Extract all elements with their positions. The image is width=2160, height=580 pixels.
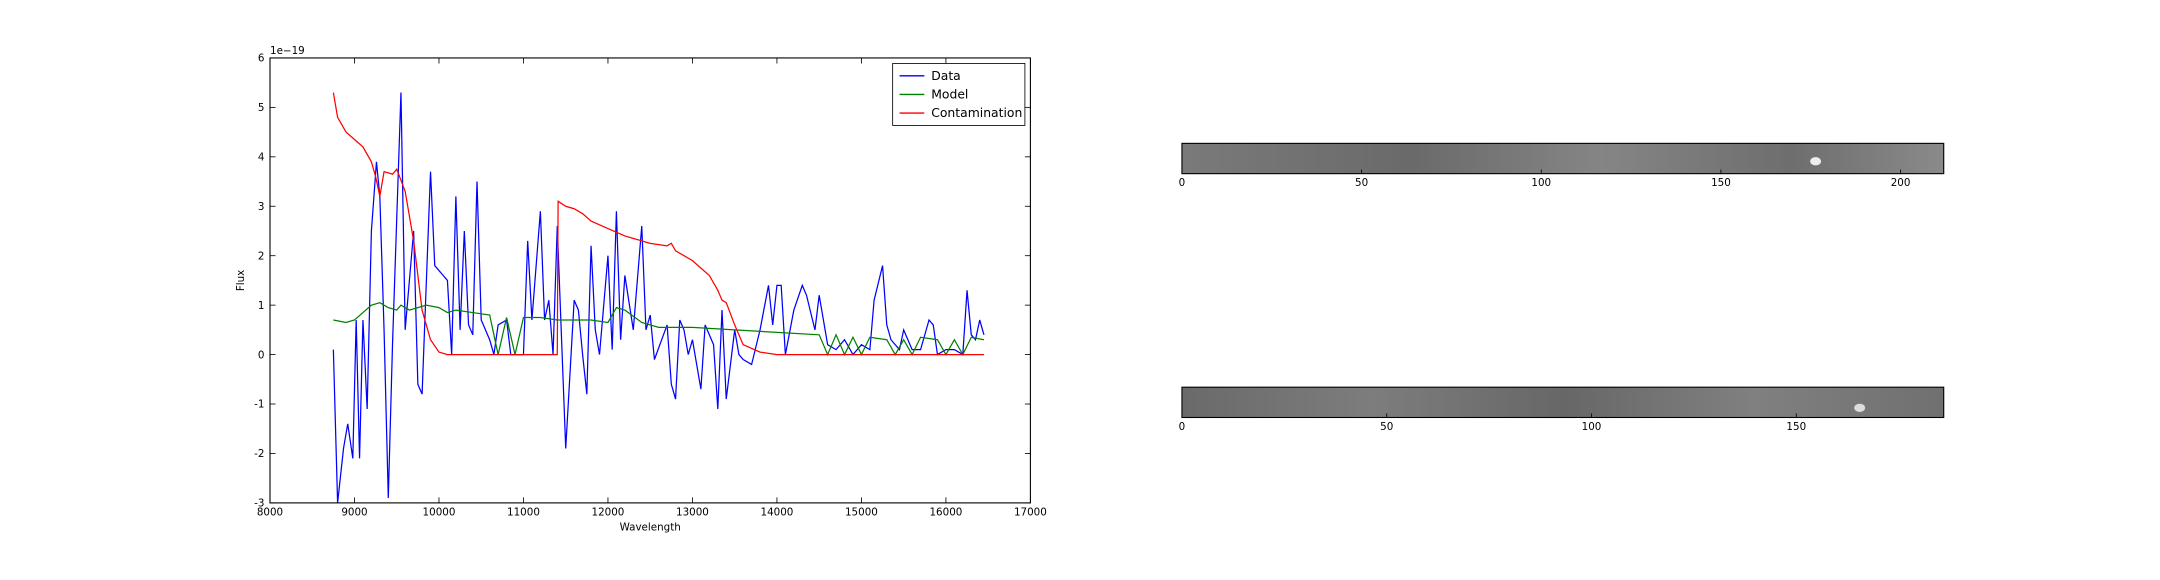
data-line bbox=[332, 92, 985, 503]
x-tick-label: 100 bbox=[1531, 177, 1551, 189]
spectrum-image bbox=[1181, 143, 1944, 174]
y-axis-label: Flux bbox=[235, 270, 247, 291]
x-tick-label: 150 bbox=[1786, 421, 1806, 433]
y-tick-label: 6 bbox=[258, 53, 265, 65]
x-tick-label: 16000 bbox=[929, 506, 962, 518]
legend-label: Model bbox=[931, 87, 968, 102]
data-line bbox=[332, 92, 984, 356]
x-tick-label: 12000 bbox=[592, 506, 625, 518]
x-tick-label: 13000 bbox=[676, 506, 709, 518]
x-tick-label: 0 bbox=[1179, 421, 1186, 433]
y-tick-label: -3 bbox=[254, 498, 264, 510]
axes-frame bbox=[269, 57, 1031, 504]
x-tick-label: 0 bbox=[1179, 177, 1186, 189]
x-tick-label: 10000 bbox=[423, 506, 456, 518]
data-line bbox=[333, 302, 985, 357]
x-tick-label: 200 bbox=[1891, 177, 1911, 189]
x-axis-label: Wavelength bbox=[620, 521, 681, 533]
image-frame bbox=[1181, 142, 1945, 175]
bright-spot bbox=[1810, 157, 1822, 166]
spectrum-image bbox=[1181, 387, 1944, 418]
y-tick-label: 0 bbox=[258, 349, 265, 361]
bright-spot bbox=[1854, 403, 1866, 412]
x-tick-label: 9000 bbox=[341, 506, 367, 518]
legend-label: Data bbox=[931, 68, 961, 83]
y-tick-label: 5 bbox=[258, 102, 265, 114]
x-tick-label: 15000 bbox=[845, 506, 878, 518]
x-tick-label: 14000 bbox=[761, 506, 794, 518]
x-tick-label: 50 bbox=[1355, 177, 1368, 189]
legend-label: Contamination bbox=[931, 105, 1022, 120]
y-tick-label: 1 bbox=[258, 300, 265, 312]
y-tick-label: 2 bbox=[258, 250, 265, 262]
plot-area bbox=[270, 57, 1031, 503]
x-tick-label: 11000 bbox=[507, 506, 540, 518]
x-tick-label: 50 bbox=[1380, 421, 1393, 433]
x-tick-label: 150 bbox=[1711, 177, 1731, 189]
image-frame bbox=[1181, 386, 1945, 419]
offset-text: 1e−19 bbox=[270, 45, 305, 57]
x-tick-label: 100 bbox=[1582, 421, 1602, 433]
y-tick-label: 4 bbox=[258, 152, 265, 164]
y-tick-label: -2 bbox=[254, 448, 264, 460]
y-tick-label: 3 bbox=[258, 201, 265, 213]
x-tick-label: 8000 bbox=[257, 506, 283, 518]
x-tick-label: 17000 bbox=[1014, 506, 1047, 518]
y-tick-label: -1 bbox=[254, 399, 264, 411]
